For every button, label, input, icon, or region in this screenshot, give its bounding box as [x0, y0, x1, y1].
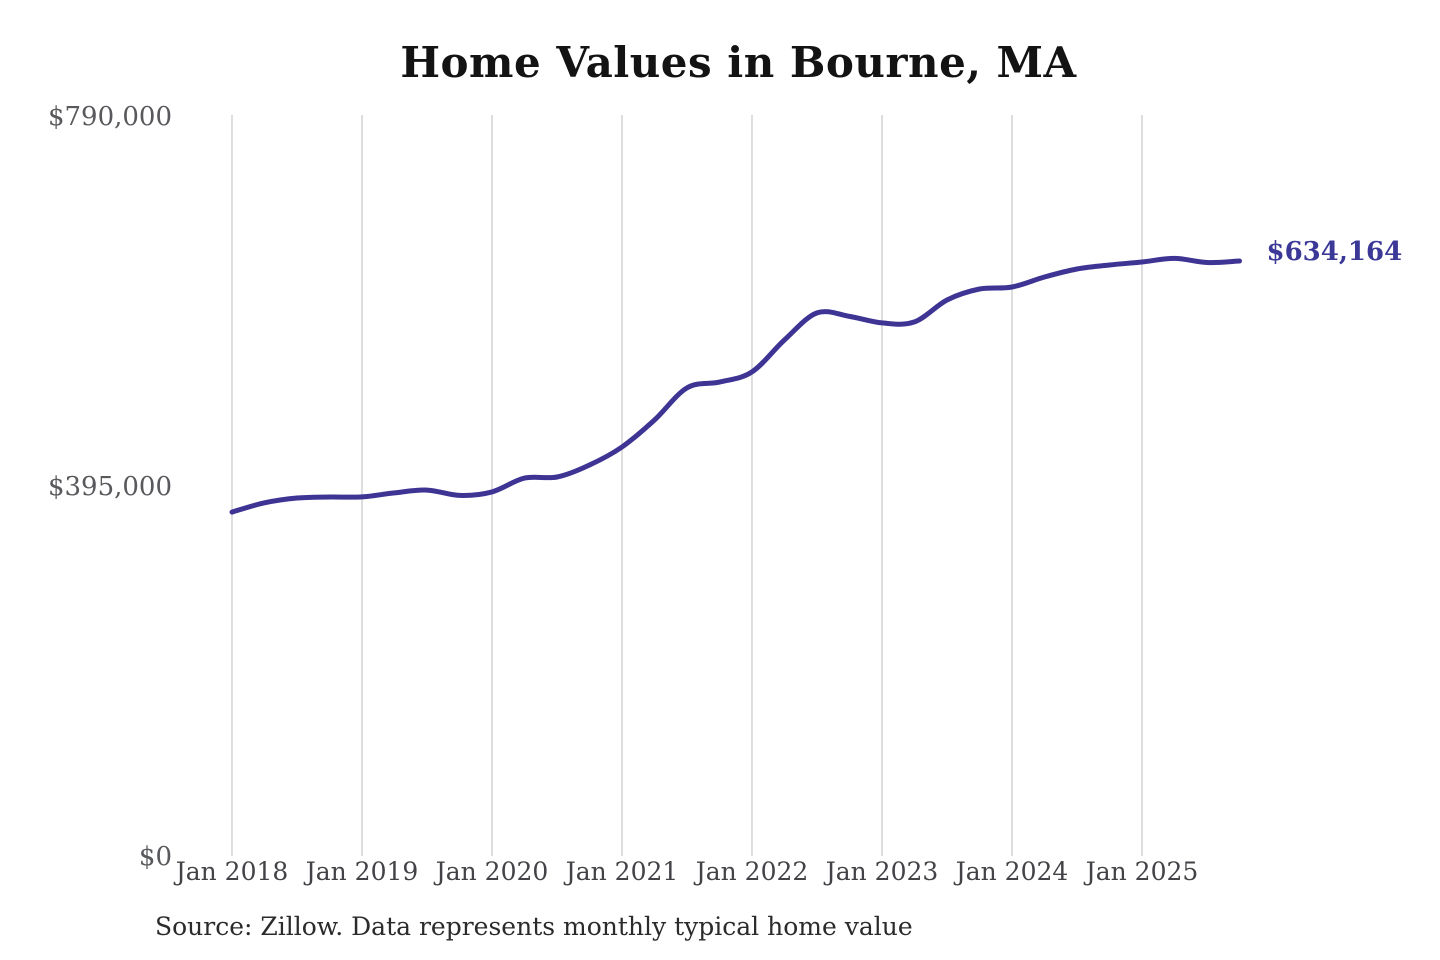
x-tick-label: Jan 2019 — [305, 857, 419, 886]
y-tick-label: $790,000 — [47, 102, 172, 132]
x-tick-label: Jan 2023 — [825, 857, 939, 886]
x-tick-label: Jan 2020 — [435, 857, 549, 886]
x-tick-label: Jan 2024 — [955, 857, 1069, 886]
x-tick-label: Jan 2021 — [565, 857, 679, 886]
x-tick-label: Jan 2022 — [695, 857, 809, 886]
end-value-label: $634,164 — [1266, 236, 1403, 267]
y-tick-label: $395,000 — [47, 472, 172, 502]
source-note: Source: Zillow. Data represents monthly … — [155, 912, 913, 941]
y-tick-label: $0 — [138, 842, 172, 872]
chart-title: Home Values in Bourne, MA — [400, 38, 1077, 87]
x-tick-label: Jan 2025 — [1085, 857, 1199, 886]
x-tick-label: Jan 2018 — [175, 857, 289, 886]
home-value-line — [229, 255, 1242, 515]
